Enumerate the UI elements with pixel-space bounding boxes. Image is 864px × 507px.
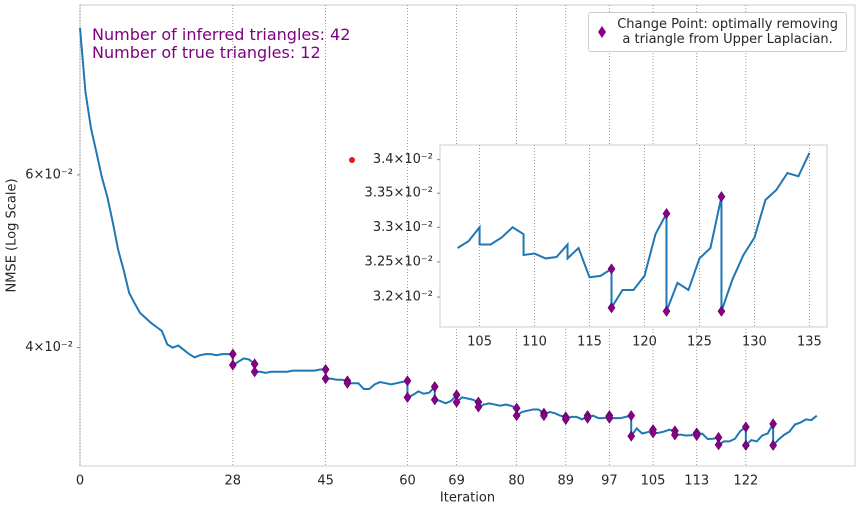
change-point [452, 396, 461, 408]
x-tick-label: 130 [742, 335, 767, 350]
change-point [474, 401, 483, 413]
change-point [540, 410, 548, 422]
change-point [403, 375, 412, 387]
change-point [671, 429, 679, 441]
x-axis-label: Iteration [440, 491, 495, 506]
change-point [741, 439, 750, 451]
y-tick-label: 3.25×10⁻² [365, 254, 433, 269]
x-tick-label: 60 [399, 474, 416, 489]
y-tick-label: 3.2×10⁻² [373, 290, 433, 305]
x-tick-label: 110 [522, 335, 547, 350]
change-point [649, 427, 657, 439]
change-point [741, 421, 750, 433]
x-tick-label: 0 [76, 474, 84, 489]
change-point [321, 373, 330, 385]
plot-area [439, 144, 828, 328]
change-point [662, 305, 671, 317]
x-tick-label: 135 [797, 335, 822, 350]
change-point [561, 413, 570, 425]
legend-marker [598, 26, 607, 38]
change-point [430, 394, 439, 406]
change-point [627, 410, 636, 422]
change-point [769, 439, 778, 451]
change-point [714, 439, 723, 451]
x-tick-label: 125 [687, 335, 712, 350]
legend-label: Change Point: optimally removing a trian… [617, 17, 838, 47]
data-line [457, 152, 811, 312]
x-tick-label: 120 [632, 335, 657, 350]
x-tick-label: 80 [508, 474, 525, 489]
change-point [662, 208, 671, 220]
change-point [627, 430, 636, 442]
x-tick-label: 122 [733, 474, 758, 489]
x-tick-label: 89 [557, 474, 574, 489]
annotation: Number of inferred triangles: 42 [92, 25, 351, 44]
inset-chart: 105 110 115 120 125 130 135 3.2×10⁻² 3.25×10⁻² 3.… [365, 144, 828, 350]
x-tick-label: 113 [684, 474, 709, 489]
y-tick-label: 3.4×10⁻² [373, 152, 433, 167]
y-axis-label: NMSE (Log Scale) [5, 178, 20, 292]
change-point [717, 191, 726, 203]
x-tick-label: 45 [317, 474, 334, 489]
y-tick-label: 6×10⁻² [25, 167, 73, 182]
change-point [430, 381, 439, 393]
x-tick-label: 97 [601, 474, 618, 489]
y-tick-label: 3.3×10⁻² [373, 220, 433, 235]
change-point [717, 305, 726, 317]
change-point [583, 412, 592, 424]
change-point [228, 348, 237, 360]
change-point [403, 391, 412, 403]
change-point [607, 263, 616, 275]
change-point [343, 377, 352, 389]
x-tick-label: 115 [577, 335, 602, 350]
change-point [692, 429, 701, 442]
y-tick-label: 3.35×10⁻² [365, 186, 433, 201]
annotation: Number of true triangles: 12 [92, 43, 321, 62]
legend: Change Point: optimally removing a trian… [588, 12, 847, 52]
change-point [512, 410, 521, 422]
x-tick-label: 105 [641, 474, 666, 489]
x-tick-label: 69 [448, 474, 465, 489]
legend-marker-box [598, 26, 607, 38]
x-tick-label: 28 [225, 474, 242, 489]
stray-marker [349, 157, 355, 163]
change-point [607, 302, 616, 314]
change-point [605, 412, 614, 424]
x-tick-label: 105 [467, 335, 492, 350]
change-point [250, 366, 259, 378]
y-tick-label: 4×10⁻² [25, 340, 73, 355]
change-point [228, 359, 237, 371]
change-point [769, 418, 778, 430]
